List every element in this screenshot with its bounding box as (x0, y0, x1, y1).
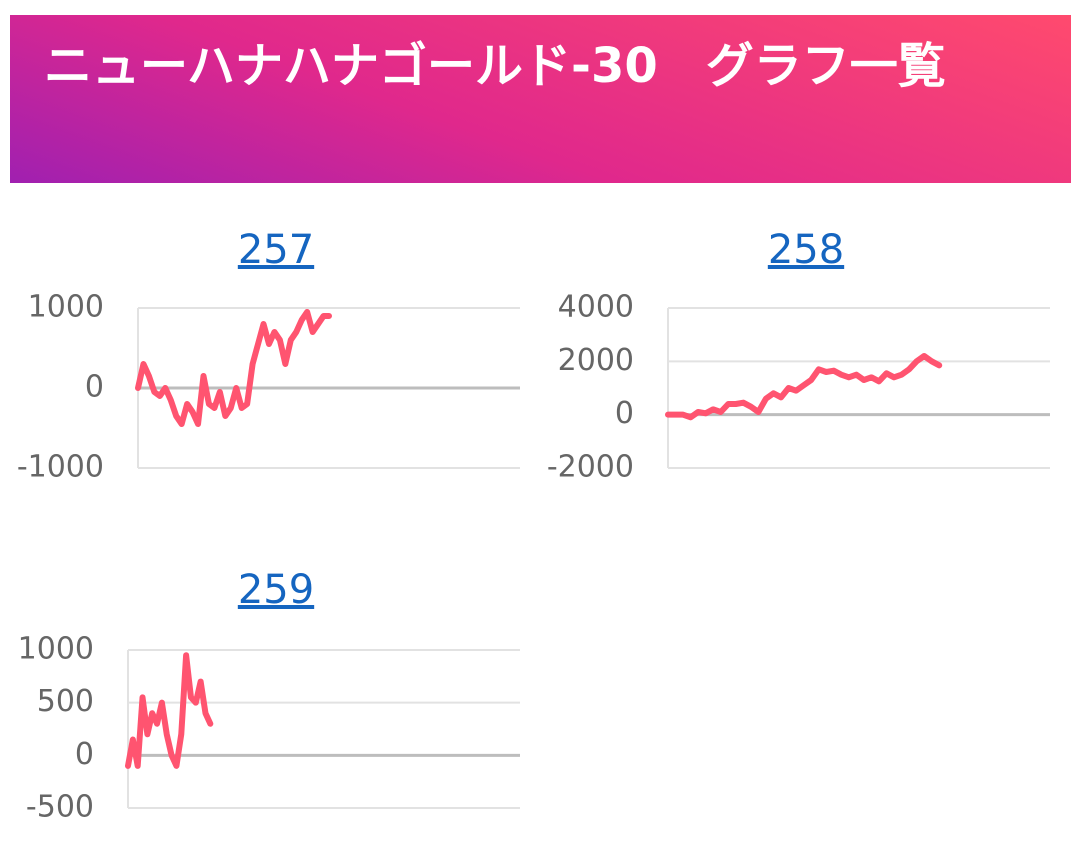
data-line (665, 353, 943, 421)
y-tick-label: 2000 (558, 343, 634, 378)
data-line (135, 309, 332, 427)
chart-title-link[interactable]: 258 (768, 227, 844, 273)
y-tick-label: 0 (75, 737, 94, 772)
y-tick-label: 1000 (18, 632, 94, 667)
y-tick-label: 1000 (28, 290, 104, 325)
header: ニューハナハナゴールド-30 グラフ一覧 (10, 15, 1071, 183)
chart-title-link[interactable]: 257 (238, 227, 314, 273)
y-tick-label: 0 (615, 396, 634, 431)
y-tick-label: 4000 (558, 290, 634, 325)
y-tick-label: -2000 (547, 450, 634, 485)
y-tick-label: 500 (37, 684, 94, 719)
chart-title-link[interactable]: 259 (238, 567, 314, 613)
data-line (125, 652, 214, 769)
page-title: ニューハナハナゴールド-30 グラフ一覧 (44, 38, 946, 94)
y-tick-label: 0 (85, 370, 104, 405)
y-tick-label: -1000 (17, 450, 104, 485)
y-tick-label: -500 (26, 790, 94, 825)
